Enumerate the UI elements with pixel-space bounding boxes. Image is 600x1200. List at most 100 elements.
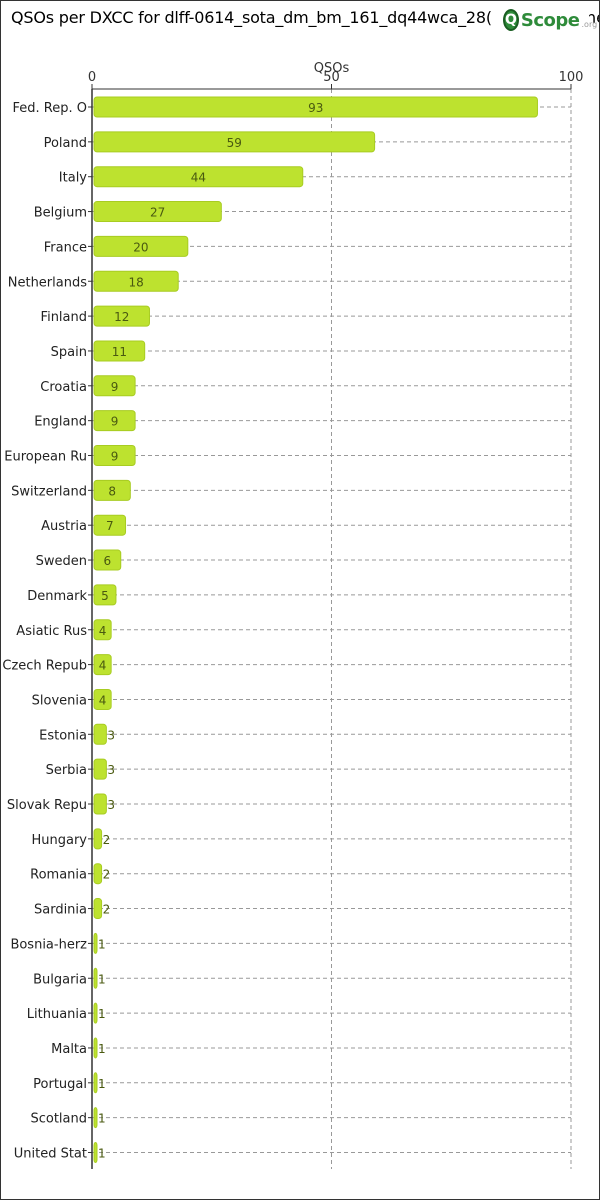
bar <box>93 375 136 397</box>
category-label: Serbia <box>46 763 87 778</box>
bar <box>93 967 98 989</box>
category-label: Sardinia <box>34 903 87 918</box>
value-label: 11 <box>112 345 127 359</box>
category-label: Malta <box>51 1042 87 1057</box>
bar <box>93 723 107 745</box>
value-label: 93 <box>308 101 323 115</box>
value-label: 3 <box>107 728 115 742</box>
value-label: 4 <box>99 693 107 707</box>
value-label: 27 <box>150 206 165 220</box>
bar <box>93 619 112 641</box>
bar <box>93 1107 98 1129</box>
category-label: Romania <box>30 868 87 883</box>
value-label: 44 <box>191 171 206 185</box>
value-label: 3 <box>107 763 115 777</box>
bar <box>93 758 107 780</box>
category-label: Slovenia <box>32 693 87 708</box>
bar <box>93 201 222 223</box>
category-label: Bulgaria <box>33 972 87 987</box>
value-label: 1 <box>98 1147 106 1161</box>
value-label: 12 <box>114 310 129 324</box>
value-label: 1 <box>98 1112 106 1126</box>
category-label: European Ru <box>4 450 87 465</box>
bar <box>93 932 98 954</box>
value-label: 18 <box>128 275 143 289</box>
bar <box>93 898 103 920</box>
value-label: 1 <box>98 1007 106 1021</box>
x-tick-label: 50 <box>323 70 340 85</box>
bar <box>93 1072 98 1094</box>
category-label: Spain <box>51 345 87 360</box>
value-label: 4 <box>99 624 107 638</box>
bar <box>93 96 538 118</box>
value-label: 1 <box>98 1077 106 1091</box>
category-label: Croatia <box>40 380 87 395</box>
category-label: Estonia <box>39 728 87 743</box>
bar <box>93 793 107 815</box>
category-label: England <box>34 415 87 430</box>
category-label: Poland <box>44 136 87 151</box>
value-label: 6 <box>104 554 112 568</box>
x-axis-title: QSOs <box>314 61 350 76</box>
value-label: 9 <box>111 415 119 429</box>
category-label: Finland <box>41 310 87 325</box>
value-label: 1 <box>98 937 106 951</box>
bar <box>93 305 150 327</box>
bar <box>93 131 376 153</box>
bar <box>93 270 179 292</box>
category-label: Scotland <box>30 1112 87 1127</box>
category-label: Czech Repub <box>2 659 87 674</box>
category-label: Switzerland <box>11 484 87 499</box>
bar <box>93 688 112 710</box>
value-label: 59 <box>227 136 242 150</box>
category-label: Hungary <box>31 833 87 848</box>
value-label: 4 <box>99 659 107 673</box>
value-label: 7 <box>106 519 114 533</box>
x-tick-label: 100 <box>559 70 584 85</box>
category-label: United Stat <box>14 1147 87 1162</box>
bar <box>93 863 103 885</box>
bar <box>93 514 127 536</box>
value-label: 2 <box>103 868 111 882</box>
x-tick-label: 0 <box>88 70 96 85</box>
category-label: Austria <box>41 519 87 534</box>
bar <box>93 166 304 188</box>
value-label: 9 <box>111 380 119 394</box>
bar <box>93 445 136 466</box>
value-label: 2 <box>103 833 111 847</box>
bar <box>93 1037 98 1059</box>
chart-title: QSOs per DXCC for dlff-0614_sota_dm_bm_1… <box>11 8 492 27</box>
bar <box>93 549 122 571</box>
category-label: Italy <box>59 171 88 186</box>
category-label: Denmark <box>27 589 87 604</box>
qrzcq-scope-logo[interactable]: Q Scope .org <box>503 5 597 35</box>
logo-text: Scope <box>520 9 580 31</box>
value-label: 2 <box>103 903 111 917</box>
magnifier-icon: Q <box>503 9 519 31</box>
bar <box>93 1002 98 1024</box>
value-label: 9 <box>111 450 119 464</box>
chart-title-tail: ne <box>586 8 599 27</box>
bar <box>93 584 117 606</box>
value-label: 1 <box>98 1042 106 1056</box>
bar <box>93 235 189 257</box>
bar <box>93 340 146 362</box>
category-label: Fed. Rep. O <box>13 101 87 116</box>
value-label: 1 <box>98 972 106 986</box>
value-label: 20 <box>133 240 148 254</box>
category-label: Bosnia-herz <box>10 937 87 952</box>
category-label: Belgium <box>34 206 87 221</box>
bar <box>93 410 136 432</box>
value-label: 3 <box>107 798 115 812</box>
category-label: France <box>44 240 87 255</box>
bar <box>93 654 112 676</box>
x-axis: 0 50 100 QSOs Fed. Rep. O Poland Italy Belgium F… <box>2 61 583 1169</box>
logo-suffix: .org <box>581 19 598 29</box>
bar <box>93 1142 98 1163</box>
bar <box>93 479 131 501</box>
category-label: Asiatic Rus <box>16 624 87 639</box>
value-label: 8 <box>108 484 116 498</box>
